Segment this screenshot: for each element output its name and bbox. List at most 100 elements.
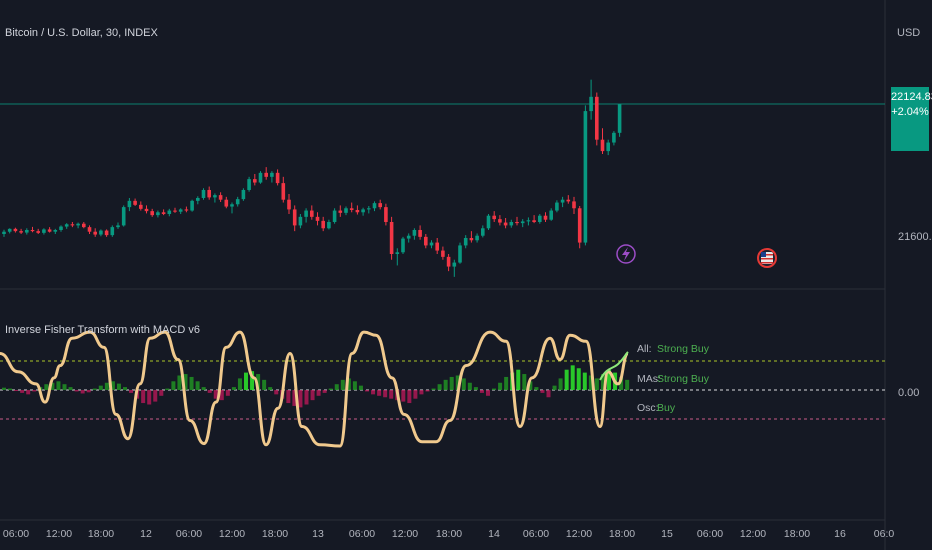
x-tick-label: 12:00: [46, 528, 72, 540]
candle-body: [321, 220, 325, 229]
histogram-bar: [80, 390, 85, 394]
histogram-bar: [625, 379, 630, 390]
x-tick-label: 18:00: [88, 528, 114, 540]
candle: [435, 237, 439, 254]
candle-body: [583, 111, 588, 243]
histogram-bar: [328, 388, 333, 390]
candle-body: [207, 189, 211, 198]
histogram-bar: [262, 379, 267, 390]
main-price-pane[interactable]: [0, 0, 886, 550]
candle-body: [287, 199, 291, 210]
candle: [139, 201, 143, 211]
candle: [429, 240, 434, 249]
candle: [121, 205, 126, 227]
candle-body: [173, 210, 177, 212]
candle: [59, 225, 63, 232]
candle-body: [150, 211, 154, 216]
candle: [498, 215, 502, 226]
x-tick-label: 12:00: [566, 528, 592, 540]
candle-body: [167, 210, 172, 214]
histogram-bar: [14, 390, 19, 391]
candle-body: [486, 215, 491, 229]
candle: [19, 228, 23, 234]
candle: [25, 228, 29, 235]
candle: [13, 227, 18, 233]
histogram-bar: [104, 382, 109, 390]
histogram-bar: [383, 390, 388, 398]
candle: [378, 199, 382, 210]
candle: [441, 246, 445, 260]
candle-body: [218, 195, 223, 200]
signal-osc-value: Buy: [657, 402, 676, 414]
x-tick-label: 06:00: [697, 528, 723, 540]
candle: [70, 221, 75, 228]
candle: [338, 205, 343, 217]
candle-body: [184, 209, 189, 211]
candle-body: [156, 212, 160, 216]
histogram-bar: [189, 376, 194, 390]
candle: [173, 207, 177, 213]
candle-body: [36, 231, 40, 233]
candle-body: [452, 262, 457, 267]
histogram-bar: [498, 382, 503, 390]
time-axis[interactable]: 06:00 12:00 18:00 12 06:00 12:00 18:00 13 06:00 1…: [3, 528, 895, 540]
candle-body: [292, 209, 297, 226]
candle: [110, 225, 115, 237]
x-tick-label: 12:00: [740, 528, 766, 540]
histogram-bar: [558, 378, 563, 390]
histogram-bar: [371, 390, 376, 395]
candle: [395, 248, 400, 266]
candle-body: [116, 225, 120, 228]
histogram-bar: [50, 382, 55, 390]
candle: [47, 227, 52, 233]
candle-body: [161, 212, 166, 214]
candle-body: [201, 189, 206, 198]
histogram-bar: [564, 369, 569, 390]
candle: [247, 176, 251, 192]
histogram-bar: [552, 385, 557, 390]
candle-body: [617, 104, 622, 133]
candle-body: [104, 230, 109, 236]
candle-body: [372, 203, 377, 209]
histogram-bar: [540, 390, 545, 393]
histogram-bar: [44, 384, 49, 390]
candle-body: [247, 179, 251, 190]
histogram-bar: [129, 390, 134, 393]
candle-body: [612, 132, 616, 143]
candle: [361, 207, 365, 216]
x-tick-label: 06:00: [349, 528, 375, 540]
candle-body: [139, 204, 143, 209]
x-tick-label: 18:00: [436, 528, 462, 540]
signal-mas-value: Strong Buy: [657, 373, 709, 385]
candle: [150, 208, 154, 217]
histogram-bar: [340, 379, 345, 390]
candle: [401, 236, 405, 254]
candle-body: [144, 208, 149, 212]
histogram-bar: [516, 369, 521, 390]
signal-all-value: Strong Buy: [657, 343, 709, 355]
flag-canton: [761, 252, 766, 257]
histogram-bar: [165, 388, 170, 390]
candle-body: [64, 224, 69, 227]
candle: [469, 231, 474, 243]
candle-body: [600, 139, 605, 152]
candle-body: [258, 172, 263, 183]
candle: [589, 79, 593, 120]
candle-body: [589, 96, 593, 112]
histogram-bar: [201, 387, 206, 390]
candle: [133, 198, 137, 206]
oscillator-pane[interactable]: [0, 330, 885, 448]
candle-body: [190, 200, 194, 211]
candle: [367, 205, 371, 214]
candle: [127, 197, 132, 212]
candle-body: [87, 227, 92, 232]
candle: [7, 228, 12, 234]
candle-body: [178, 209, 183, 212]
oscillator-zero-label: 0.00: [898, 387, 920, 399]
candle-body: [2, 231, 6, 234]
candle: [327, 219, 331, 230]
histogram-bar: [607, 369, 611, 390]
histogram-bar: [600, 374, 605, 390]
